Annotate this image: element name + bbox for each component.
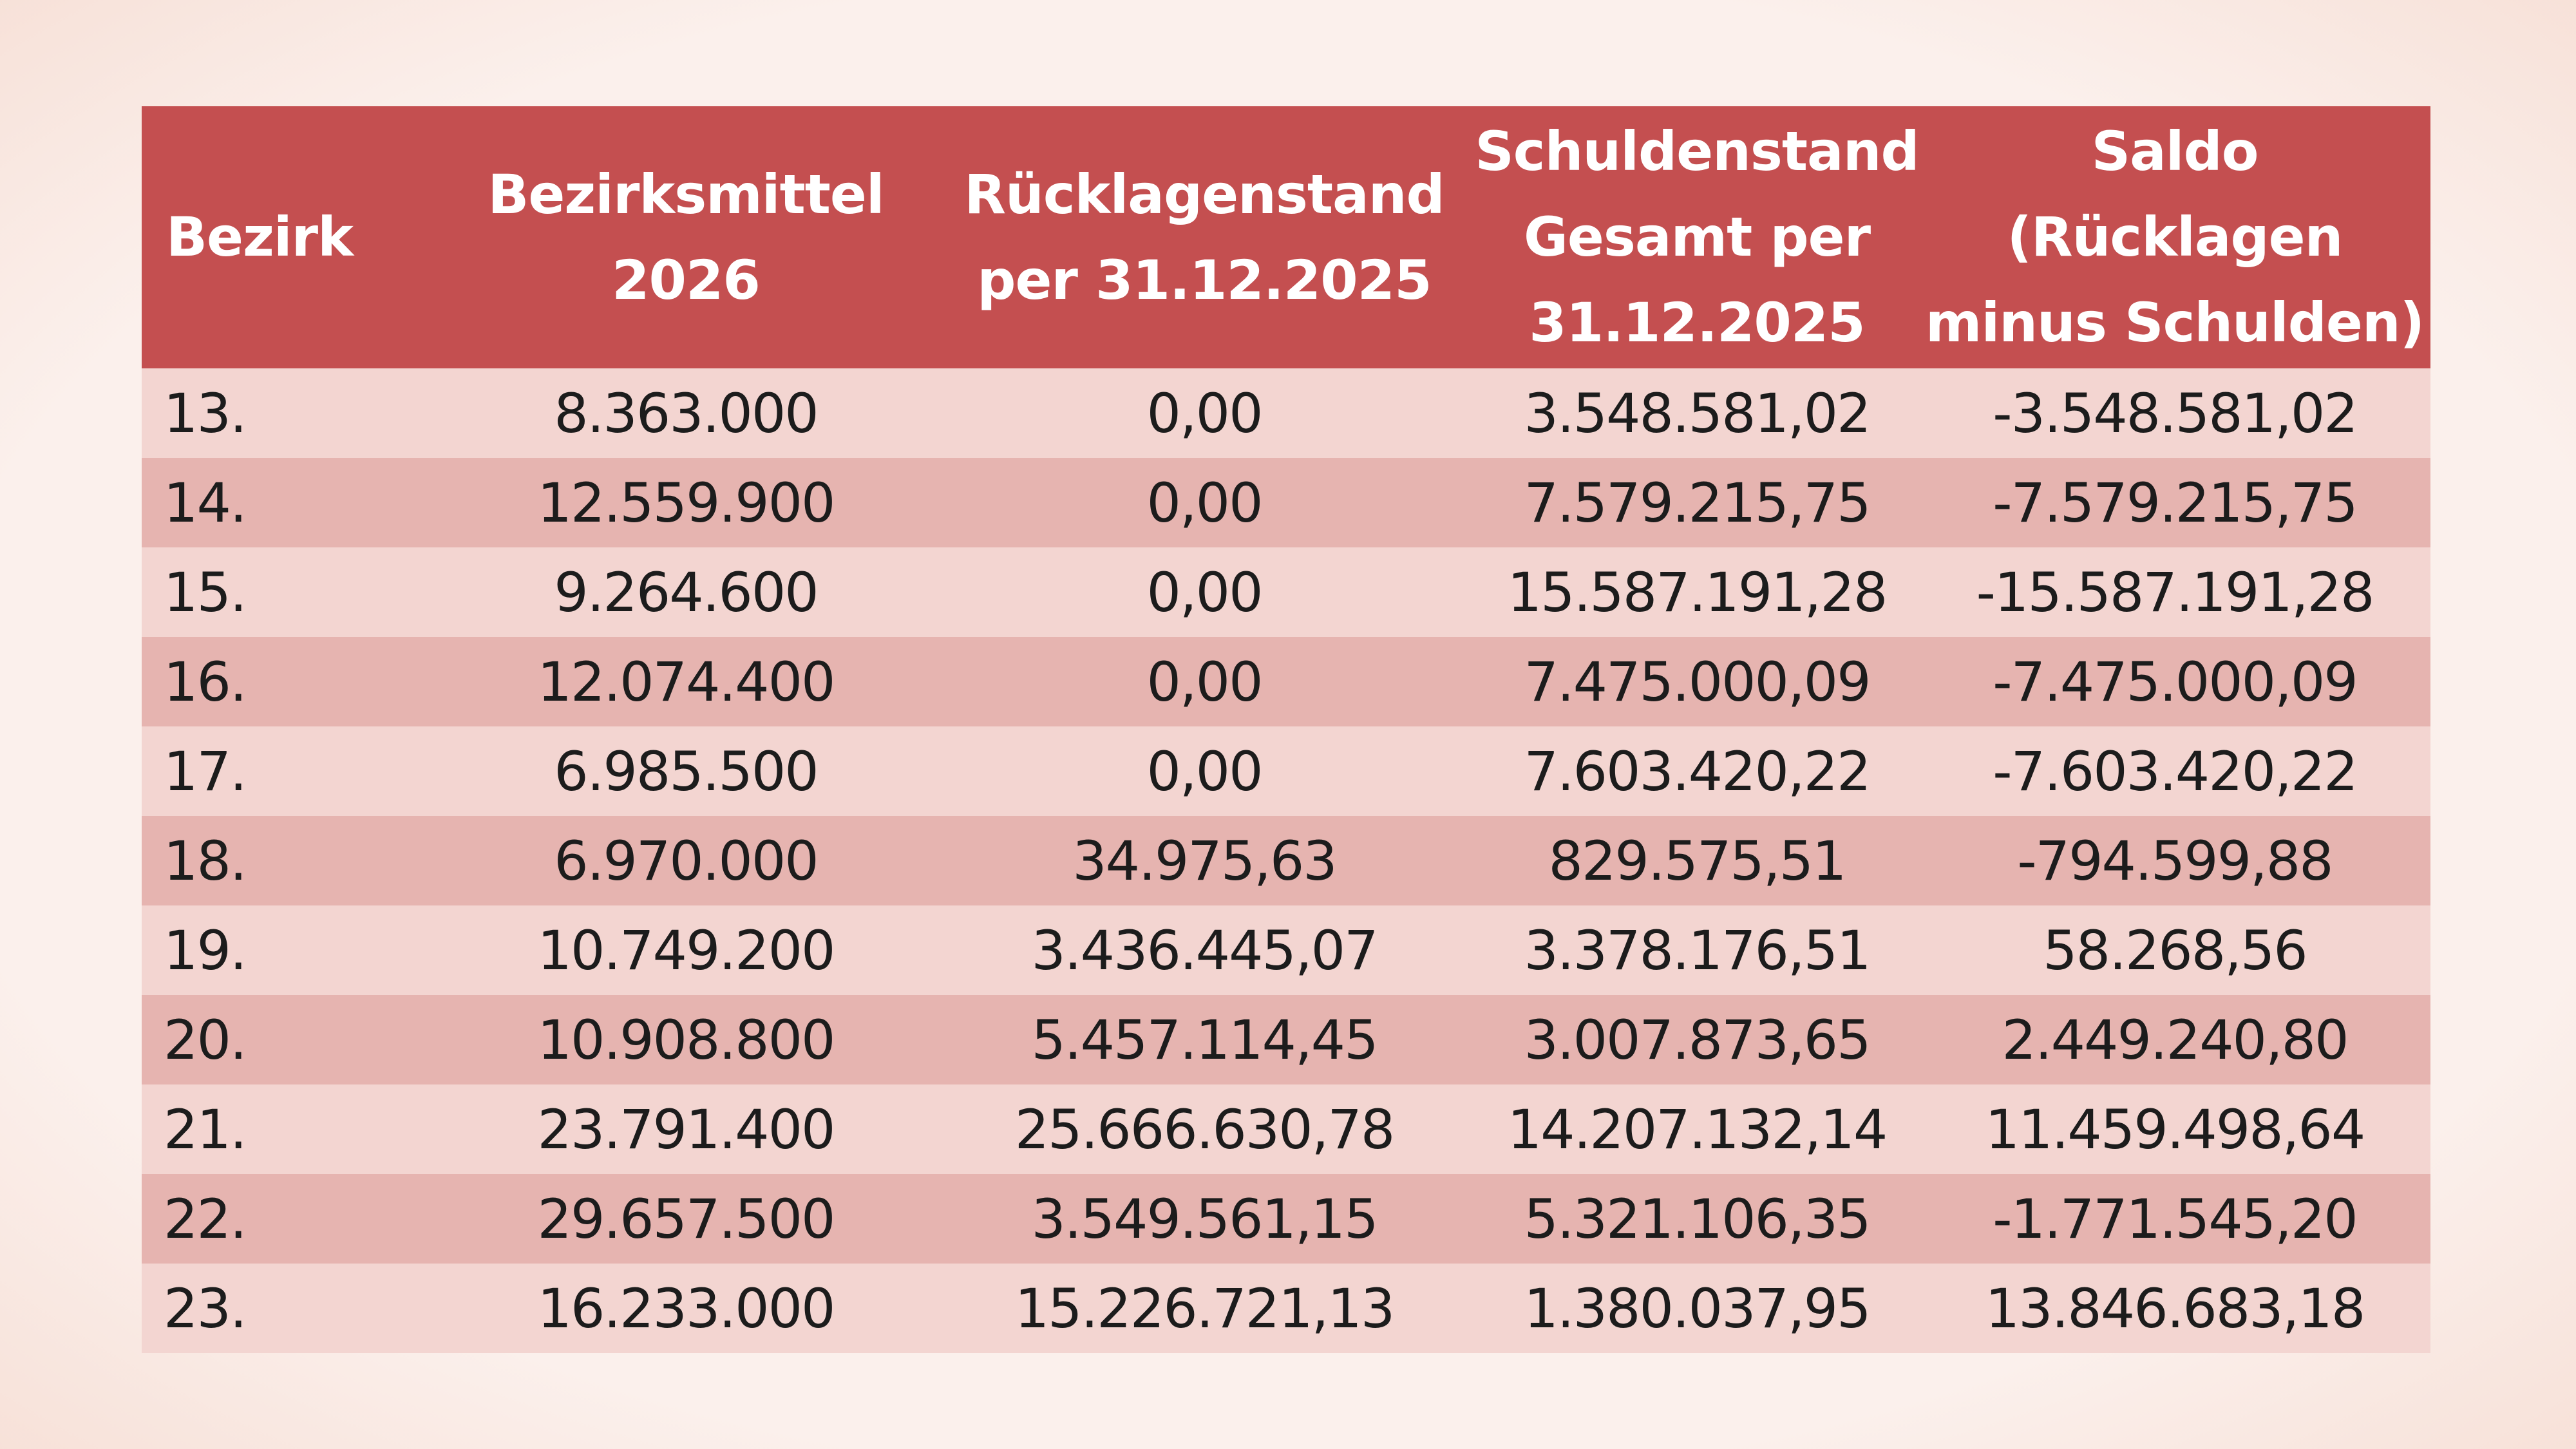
cell-saldo: 13.846.683,18 xyxy=(1985,1276,2366,1340)
budget-table: Bezirk Bezirksmittel 2026 Rücklagenstand p… xyxy=(142,106,2430,1353)
cell-bezirk: 21. xyxy=(164,1097,247,1161)
table-row: 13. 8.363.000 0,00 3.548.581,02 -3.548.581,0… xyxy=(142,368,2430,458)
cell-ruecklagenstand: 0,00 xyxy=(1146,650,1263,714)
table-header-row: Bezirk Bezirksmittel 2026 Rücklagenstand p… xyxy=(142,106,2430,368)
cell-bezirksmittel: 12.559.900 xyxy=(537,471,836,535)
cell-schuldenstand: 829.575,51 xyxy=(1548,829,1847,893)
cell-saldo: -1.771.545,20 xyxy=(1993,1187,2358,1251)
cell-schuldenstand: 1.380.037,95 xyxy=(1524,1276,1871,1340)
header-saldo: Saldo (Rücklagen minus Schulden) xyxy=(1925,120,2425,354)
table-row: 19. 10.749.200 3.436.445,07 3.378.176,51 58.… xyxy=(142,905,2430,995)
cell-bezirk: 16. xyxy=(164,650,247,714)
cell-schuldenstand: 3.378.176,51 xyxy=(1524,918,1871,982)
cell-saldo: -3.548.581,02 xyxy=(1993,381,2358,445)
cell-ruecklagenstand: 15.226.721,13 xyxy=(1014,1276,1396,1340)
table-row: 21. 23.791.400 25.666.630,78 14.207.132,14 1… xyxy=(142,1084,2430,1174)
cell-saldo: -15.587.191,28 xyxy=(1976,560,2375,624)
cell-ruecklagenstand: 0,00 xyxy=(1146,739,1263,803)
cell-schuldenstand: 5.321.106,35 xyxy=(1524,1187,1871,1251)
table-row: 20. 10.908.800 5.457.114,45 3.007.873,65 2.4… xyxy=(142,995,2430,1084)
budget-table-container: Bezirk Bezirksmittel 2026 Rücklagenstand p… xyxy=(142,106,2430,1353)
table-row: 18. 6.970.000 34.975,63 829.575,51 -794.599,… xyxy=(142,816,2430,905)
cell-bezirk: 15. xyxy=(164,560,247,624)
cell-bezirk: 23. xyxy=(164,1276,247,1340)
cell-bezirk: 14. xyxy=(164,471,247,535)
cell-saldo: 11.459.498,64 xyxy=(1985,1097,2366,1161)
cell-ruecklagenstand: 25.666.630,78 xyxy=(1014,1097,1396,1161)
cell-ruecklagenstand: 34.975,63 xyxy=(1072,829,1338,893)
header-bezirk: Bezirk xyxy=(166,205,354,269)
cell-ruecklagenstand: 5.457.114,45 xyxy=(1031,1008,1378,1072)
cell-bezirk: 13. xyxy=(164,381,247,445)
table-row: 14. 12.559.900 0,00 7.579.215,75 -7.579.215,… xyxy=(142,458,2430,547)
cell-bezirksmittel: 16.233.000 xyxy=(537,1276,836,1340)
cell-bezirksmittel: 6.985.500 xyxy=(554,739,819,803)
cell-saldo: -794.599,88 xyxy=(2017,829,2333,893)
cell-schuldenstand: 14.207.132,14 xyxy=(1507,1097,1888,1161)
cell-saldo: 2.449.240,80 xyxy=(2002,1008,2349,1072)
cell-schuldenstand: 15.587.191,28 xyxy=(1507,560,1888,624)
cell-saldo: -7.603.420,22 xyxy=(1993,739,2358,803)
header-bezirksmittel: Bezirksmittel 2026 xyxy=(488,162,884,312)
cell-schuldenstand: 7.603.420,22 xyxy=(1524,739,1871,803)
table-row: 17. 6.985.500 0,00 7.603.420,22 -7.603.420,2… xyxy=(142,726,2430,816)
cell-bezirk: 22. xyxy=(164,1187,247,1251)
cell-bezirksmittel: 10.908.800 xyxy=(537,1008,836,1072)
table-row: 15. 9.264.600 0,00 15.587.191,28 -15.587.191… xyxy=(142,547,2430,637)
cell-schuldenstand: 3.007.873,65 xyxy=(1524,1008,1871,1072)
cell-bezirksmittel: 12.074.400 xyxy=(537,650,836,714)
cell-schuldenstand: 7.579.215,75 xyxy=(1524,471,1871,535)
cell-bezirksmittel: 23.791.400 xyxy=(537,1097,836,1161)
table-row: 22. 29.657.500 3.549.561,15 5.321.106,35 -1.… xyxy=(142,1174,2430,1264)
cell-bezirksmittel: 6.970.000 xyxy=(554,829,819,893)
cell-bezirksmittel: 9.264.600 xyxy=(554,560,819,624)
cell-bezirk: 20. xyxy=(164,1008,247,1072)
table-row: 16. 12.074.400 0,00 7.475.000,09 -7.475.000,… xyxy=(142,637,2430,726)
table-body: 13. 8.363.000 0,00 3.548.581,02 -3.548.581,0… xyxy=(142,368,2430,1353)
cell-ruecklagenstand: 3.549.561,15 xyxy=(1031,1187,1378,1251)
header-ruecklagenstand: Rücklagenstand per 31.12.2025 xyxy=(964,162,1444,312)
cell-bezirksmittel: 29.657.500 xyxy=(537,1187,836,1251)
cell-bezirksmittel: 8.363.000 xyxy=(554,381,819,445)
cell-saldo: -7.475.000,09 xyxy=(1993,650,2358,714)
cell-bezirk: 17. xyxy=(164,739,247,803)
cell-schuldenstand: 7.475.000,09 xyxy=(1524,650,1871,714)
cell-ruecklagenstand: 0,00 xyxy=(1146,471,1263,535)
header-schuldenstand: Schuldenstand Gesamt per 31.12.2025 xyxy=(1475,120,1919,354)
cell-saldo: 58.268,56 xyxy=(2043,918,2308,982)
cell-bezirk: 19. xyxy=(164,918,247,982)
cell-ruecklagenstand: 3.436.445,07 xyxy=(1031,918,1378,982)
cell-saldo: -7.579.215,75 xyxy=(1993,471,2358,535)
table-row: 23. 16.233.000 15.226.721,13 1.380.037,95 13… xyxy=(142,1264,2430,1353)
cell-schuldenstand: 3.548.581,02 xyxy=(1524,381,1871,445)
cell-bezirksmittel: 10.749.200 xyxy=(537,918,836,982)
cell-ruecklagenstand: 0,00 xyxy=(1146,560,1263,624)
cell-bezirk: 18. xyxy=(164,829,247,893)
cell-ruecklagenstand: 0,00 xyxy=(1146,381,1263,445)
